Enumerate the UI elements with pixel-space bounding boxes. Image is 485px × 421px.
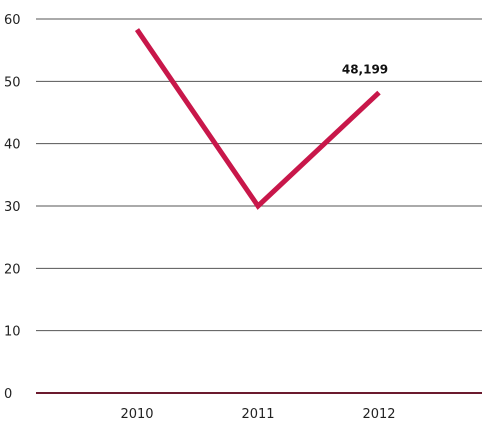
x-tick-label: 2012 xyxy=(362,407,395,421)
data-labels: 48,199 xyxy=(342,63,388,77)
y-tick-label: 50 xyxy=(4,75,21,90)
y-axis-tick-labels: 0 10 20 30 40 50 60 xyxy=(4,13,21,402)
series-line xyxy=(134,28,381,210)
x-axis-tick-labels: 2010 2011 2012 xyxy=(120,407,395,421)
gridlines xyxy=(36,18,482,394)
series-lines xyxy=(134,28,381,210)
data-label: 48,199 xyxy=(342,63,388,77)
y-tick-label: 60 xyxy=(4,13,21,28)
y-tick-label: 30 xyxy=(4,200,21,215)
y-tick-label: 40 xyxy=(4,138,21,153)
y-tick-label: 20 xyxy=(4,262,21,277)
y-tick-label: 10 xyxy=(4,325,21,340)
x-tick-label: 2010 xyxy=(120,407,153,421)
y-tick-label: 0 xyxy=(4,387,12,402)
x-tick-label: 2011 xyxy=(241,407,274,421)
